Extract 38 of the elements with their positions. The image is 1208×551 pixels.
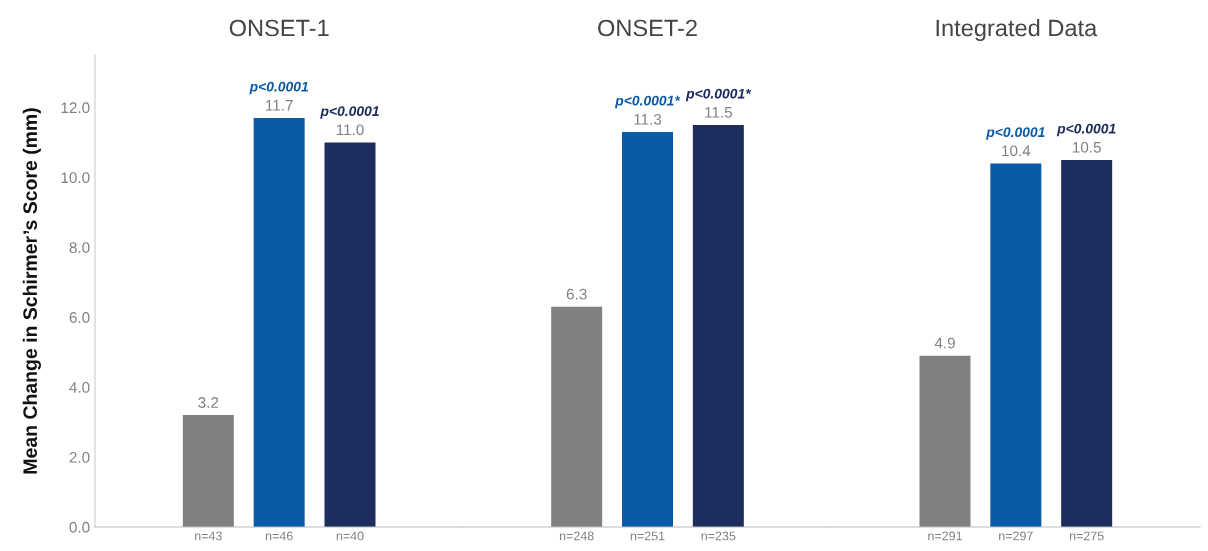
x-tick-label: n=297 bbox=[999, 531, 1033, 541]
x-tick-label: n=40 bbox=[336, 531, 364, 541]
annotation: p<0.0001* bbox=[685, 88, 752, 102]
y-tick-label: 10.0 bbox=[61, 172, 90, 184]
data-label: 11.0 bbox=[336, 124, 364, 136]
y-tick-label: 2.0 bbox=[69, 451, 90, 463]
y-tick-label: 12.0 bbox=[61, 102, 90, 114]
y-tick-label: 0.0 bbox=[69, 521, 90, 533]
x-tick-label: n=46 bbox=[265, 531, 293, 541]
chart-title: ONSET-2 bbox=[598, 19, 697, 37]
bar bbox=[253, 117, 305, 527]
y-axis-title: Mean Change in Schirmer’s Score (mm) bbox=[22, 108, 41, 474]
bar bbox=[324, 142, 376, 527]
x-tick-label: n=275 bbox=[1069, 531, 1104, 541]
x-tick-label: n=43 bbox=[195, 531, 222, 541]
x-tick-label: n=251 bbox=[630, 531, 665, 541]
y-tick-label: 4.0 bbox=[69, 382, 90, 393]
x-tick-label: n=235 bbox=[701, 531, 736, 541]
annotation: p<0.0001 bbox=[1056, 123, 1116, 137]
data-label: 10.4 bbox=[1002, 145, 1031, 157]
data-label: 11.5 bbox=[705, 107, 732, 118]
y-tick-label: 8.0 bbox=[69, 242, 90, 253]
data-label: 11.3 bbox=[634, 113, 662, 125]
annotation: p<0.0001* bbox=[614, 95, 681, 109]
data-label: 6.3 bbox=[566, 288, 587, 300]
data-label: 11.7 bbox=[266, 100, 293, 111]
data-label: 10.5 bbox=[1072, 141, 1101, 153]
chart-title: Integrated Data bbox=[936, 19, 1098, 42]
x-tick-label: n=248 bbox=[559, 531, 594, 541]
chart-title: ONSET-1 bbox=[229, 19, 329, 37]
data-label: 4.9 bbox=[934, 337, 955, 349]
annotation: p<0.0001 bbox=[249, 81, 308, 95]
annotation: p<0.0001 bbox=[320, 106, 379, 119]
x-tick-label: n=291 bbox=[928, 531, 962, 541]
annotation: p<0.0001 bbox=[985, 127, 1045, 140]
data-label: 3.2 bbox=[198, 397, 219, 408]
bar bbox=[182, 415, 234, 527]
y-tick-label: 6.0 bbox=[69, 312, 90, 323]
